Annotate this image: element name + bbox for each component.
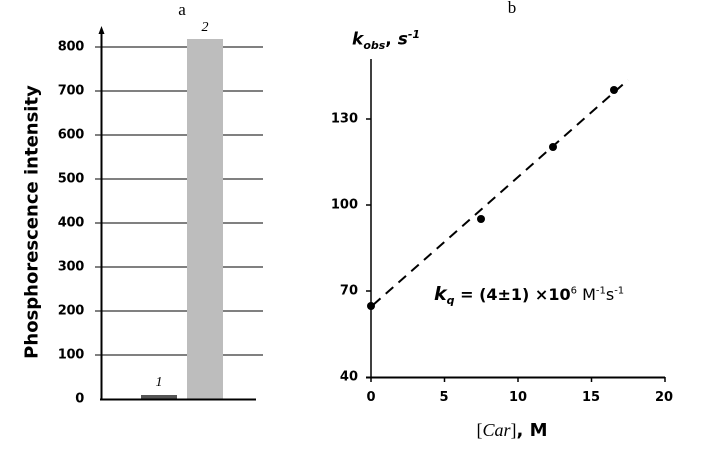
k-symbol: k xyxy=(352,29,364,50)
panel-b-x-tick: 5 xyxy=(439,390,449,405)
panel-b-y-tick: 40 xyxy=(339,369,358,385)
panel-a-y-axis-label: Phosphorescence intensity xyxy=(21,85,43,359)
data-point xyxy=(610,86,618,94)
panel-b-x-axis-label: [Car], M xyxy=(476,420,548,441)
panel-b-y-axis-label: kobs, s-1 xyxy=(352,28,421,53)
panel-a-y-tick: 300 xyxy=(57,259,85,275)
bar-1-label: 1 xyxy=(155,375,163,390)
panel-a-y-tick: 500 xyxy=(57,171,85,187)
data-point xyxy=(549,143,557,151)
panel-b-y-tick: 100 xyxy=(330,197,358,213)
panel-b-x-tick: 10 xyxy=(508,390,528,405)
panel-b-x-tick: 20 xyxy=(654,390,674,405)
panel-a-y-tick: 0 xyxy=(75,391,84,407)
panel-a-y-tick: 400 xyxy=(57,215,85,231)
rate-constant-annotation: kq = (4±1) ×106 M-1s-1 xyxy=(434,283,625,308)
panel-b-x-tick: 0 xyxy=(366,390,376,405)
data-point xyxy=(367,302,375,310)
panel-b-title: b xyxy=(507,0,517,17)
bar-1 xyxy=(141,395,177,399)
panel-a-y-tick: 200 xyxy=(57,303,85,319)
panel-a-gridlines xyxy=(95,46,263,356)
panel-b-y-tick: 70 xyxy=(339,283,358,299)
bar-2 xyxy=(187,39,223,399)
panel-b-x-tick: 15 xyxy=(581,390,601,405)
panel-a-y-arrow-icon xyxy=(98,26,105,34)
fit-line xyxy=(372,79,629,306)
data-points xyxy=(367,86,618,310)
panel-a-y-tick: 800 xyxy=(57,39,85,55)
panel-a-y-tick: 700 xyxy=(57,83,85,99)
panel-b-y-tick: 130 xyxy=(330,111,358,127)
bar-2-label: 2 xyxy=(201,20,209,35)
panel-a-y-tick: 100 xyxy=(57,347,85,363)
panel-b-y-ticks xyxy=(366,118,371,292)
panel-a-title: a xyxy=(178,0,186,19)
panel-a-y-tick: 600 xyxy=(57,127,85,143)
data-point xyxy=(477,215,485,223)
panel-b-x-ticks xyxy=(370,377,666,382)
